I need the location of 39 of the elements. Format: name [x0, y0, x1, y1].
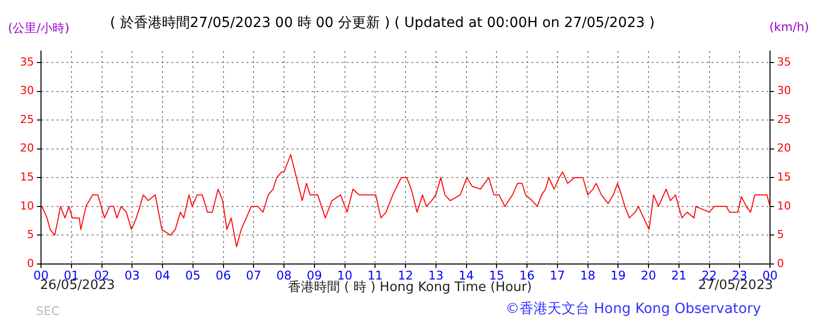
text: SEC: [36, 304, 60, 318]
y-tick-label: 20: [20, 142, 34, 155]
y-tick-label: 10: [20, 199, 34, 212]
y-tick-label: 0: [27, 256, 34, 270]
x-tick-label: 07: [246, 268, 262, 282]
y2-tick-label: 20: [777, 142, 791, 155]
x-tick-label: 20: [640, 268, 656, 282]
x-tick-label: 05: [185, 268, 201, 282]
y2-tick-label: 0: [777, 256, 784, 270]
x-tick-label: 11: [367, 268, 383, 282]
y2-tick-label: 5: [777, 228, 784, 242]
x-tick-label: 21: [671, 268, 687, 282]
y2-tick-label: 30: [777, 84, 791, 98]
x-axis-title: 香港時間 ( 時 ) Hong Kong Time (Hour): [288, 280, 532, 296]
x-tick-label: 13: [428, 268, 444, 282]
y-tick-label: 15: [20, 170, 34, 184]
x-tick-label: 12: [398, 268, 414, 282]
y-tick-label: 30: [20, 84, 34, 98]
y2-tick-label: 15: [777, 170, 791, 184]
x-tick-label: 18: [580, 268, 596, 282]
x-tick-label: 08: [276, 268, 292, 282]
y2-axis-title: (km/h): [769, 20, 809, 34]
x-tick-label: 14: [458, 268, 474, 282]
x-tick-label: 16: [519, 268, 535, 282]
y2-tick-label: 10: [777, 199, 791, 212]
chart-title: ( 於香港時間27/05/2023 00 時 00 分更新 ) ( Updated at 00:00H on 27/05/2023 ): [110, 14, 655, 32]
y2-tick-label: 25: [777, 112, 791, 126]
y2-tick-label: 35: [777, 55, 791, 68]
y-tick-label: 35: [20, 55, 34, 68]
x-tick-label: 15: [488, 268, 504, 282]
x-tick-label: 19: [610, 268, 626, 282]
x-tick-label: 03: [124, 268, 140, 282]
x-tick-label: 06: [216, 268, 231, 282]
y-tick-label: 25: [20, 112, 34, 126]
y-axis-title: (公里/小時): [8, 20, 70, 37]
y-tick-label: 5: [27, 228, 34, 242]
x-tick-label: 04: [154, 268, 170, 282]
x-tick-label: 17: [550, 268, 566, 282]
text: ©香港天文台 Hong Kong Observatory: [505, 300, 761, 318]
